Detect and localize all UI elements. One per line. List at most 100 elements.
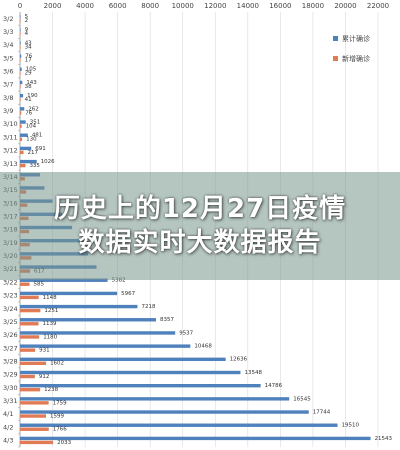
data-label-new-3-12: 217 [28,150,39,156]
category-label-3-6: 3/6 [3,68,13,76]
bar-cumulative-3-31 [20,397,290,401]
data-label-cumulative-3-7: 143 [26,80,37,86]
data-label-new-3-30: 1238 [44,387,58,393]
data-label-new-3-8: 41 [25,97,32,103]
data-label-new-3-24: 1251 [44,308,58,314]
bar-new-3-8 [20,97,21,102]
legend-label-new: 新增确诊 [342,54,370,63]
bar-new-3-11 [20,137,23,141]
data-label-cumulative-3-12: 691 [35,146,46,152]
x-tick-16000: 16000 [269,2,291,10]
data-label-cumulative-3-2: 5 [25,14,29,20]
bar-cumulative-3-29 [20,370,241,375]
bar-new-3-9 [20,111,22,115]
category-label-3-3: 3/3 [3,28,13,36]
data-label-cumulative-3-23: 5967 [121,291,135,297]
bar-cumulative-3-24 [20,304,138,309]
bar-new-3-7 [20,84,21,89]
x-tick-18000: 18000 [302,2,324,10]
data-label-new-3-27: 931 [39,348,50,354]
bar-new-3-5 [20,58,21,62]
bar-cumulative-3-11 [20,133,28,137]
bar-cumulative-3-13 [20,159,37,164]
bar-new-3-30 [20,387,41,392]
bar-new-3-2 [20,18,21,23]
data-label-cumulative-3-27: 10468 [194,344,212,350]
data-label-cumulative-3-9: 262 [28,106,39,112]
data-label-new-3-10: 104 [26,123,37,129]
bar-cumulative-4-3 [20,436,371,441]
category-label-3-11: 3/11 [3,133,18,141]
data-label-new-3-26: 1180 [43,334,57,340]
bar-new-3-25 [20,322,39,326]
category-label-4-1: 4/1 [3,410,13,418]
category-label-3-5: 3/5 [3,54,13,62]
bar-new-3-24 [20,308,41,313]
bar-cumulative-3-25 [20,318,156,322]
data-label-cumulative-3-4: 43 [25,40,32,46]
bar-cumulative-3-9 [20,107,25,111]
data-label-cumulative-3-6: 105 [26,67,37,73]
bar-cumulative-3-3 [20,28,21,32]
data-label-cumulative-3-13: 1026 [41,159,55,165]
bar-cumulative-3-5 [20,54,22,58]
data-label-new-3-6: 29 [25,71,32,77]
category-label-3-13: 3/13 [3,160,18,168]
category-label-3-28: 3/28 [3,358,18,366]
category-label-3-12: 3/12 [3,147,18,155]
bar-cumulative-3-22 [20,278,108,282]
data-label-new-3-5: 17 [25,58,32,64]
x-tick-20000: 20000 [334,2,356,10]
category-label-3-22: 3/22 [3,278,18,286]
bar-new-3-3 [20,32,21,36]
category-label-3-7: 3/7 [3,81,13,89]
bar-cumulative-3-23 [20,291,118,296]
data-label-new-3-31: 1759 [53,400,67,406]
data-label-new-3-22: 585 [34,282,45,288]
category-label-3-27: 3/27 [3,344,18,352]
data-label-cumulative-3-30: 14786 [265,383,283,389]
bar-cumulative-3-27 [20,344,191,348]
data-label-cumulative-3-24: 7218 [141,304,155,310]
bar-cumulative-4-1 [20,410,309,414]
data-label-cumulative-3-25: 8357 [160,317,174,323]
bar-new-3-6 [20,71,21,76]
data-label-new-3-28: 1602 [50,361,64,367]
x-tick-4000: 4000 [76,2,94,10]
bar-cumulative-3-28 [20,357,226,362]
x-tick-2000: 2000 [44,2,62,10]
bar-cumulative-3-2 [20,14,21,19]
x-tick-8000: 8000 [141,2,159,10]
data-label-cumulative-3-10: 351 [30,119,41,125]
bar-cumulative-3-12 [20,146,32,151]
bar-new-3-27 [20,348,36,352]
title-banner: 历史上的12月27日疫情 数据实时大数据报告 [0,172,400,280]
legend-swatch-new [333,56,338,61]
data-label-cumulative-3-5: 76 [25,54,32,60]
x-tick-0: 0 [18,2,22,10]
data-label-new-3-11: 130 [26,137,37,143]
bar-cumulative-3-4 [20,41,21,45]
data-label-cumulative-4-1: 17744 [313,409,331,415]
banner-title: 历史上的12月27日疫情 数据实时大数据报告 [53,194,347,258]
data-label-new-4-3: 2033 [57,440,71,446]
category-label-4-3: 4/3 [3,437,13,445]
data-label-cumulative-3-31: 16545 [293,396,311,402]
data-label-cumulative-3-26: 9537 [179,330,193,336]
category-label-3-23: 3/23 [3,292,18,300]
category-label-3-2: 3/2 [3,15,13,23]
legend-label-cumulative: 累计确诊 [342,34,370,43]
x-tick-10000: 10000 [172,2,194,10]
bar-cumulative-3-26 [20,331,176,335]
bar-new-3-4 [20,45,21,49]
data-label-cumulative-3-3: 9 [25,27,29,33]
bar-new-3-29 [20,374,35,379]
bar-cumulative-3-7 [20,80,23,85]
data-label-cumulative-3-11: 481 [32,133,42,139]
category-label-4-2: 4/2 [3,423,13,431]
data-label-new-3-9: 76 [25,110,32,116]
bar-new-3-31 [20,401,49,405]
data-label-new-3-3: 4 [25,31,29,37]
bar-new-3-22 [20,282,30,286]
